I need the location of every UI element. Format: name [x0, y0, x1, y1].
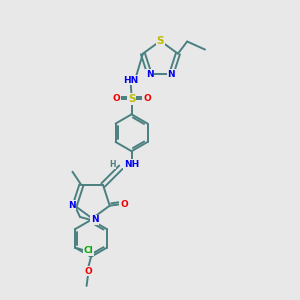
Text: H: H	[109, 160, 116, 169]
Text: NH: NH	[124, 160, 139, 169]
Text: O: O	[112, 94, 120, 103]
Text: S: S	[157, 36, 164, 46]
Text: O: O	[143, 94, 151, 103]
Text: N: N	[167, 70, 175, 79]
Text: N: N	[146, 70, 153, 79]
Text: N: N	[68, 201, 76, 210]
Text: O: O	[120, 200, 128, 209]
Text: O: O	[84, 267, 92, 276]
Text: S: S	[128, 94, 135, 104]
Text: HN: HN	[123, 76, 138, 85]
Text: Cl: Cl	[84, 246, 93, 255]
Text: N: N	[91, 215, 98, 224]
